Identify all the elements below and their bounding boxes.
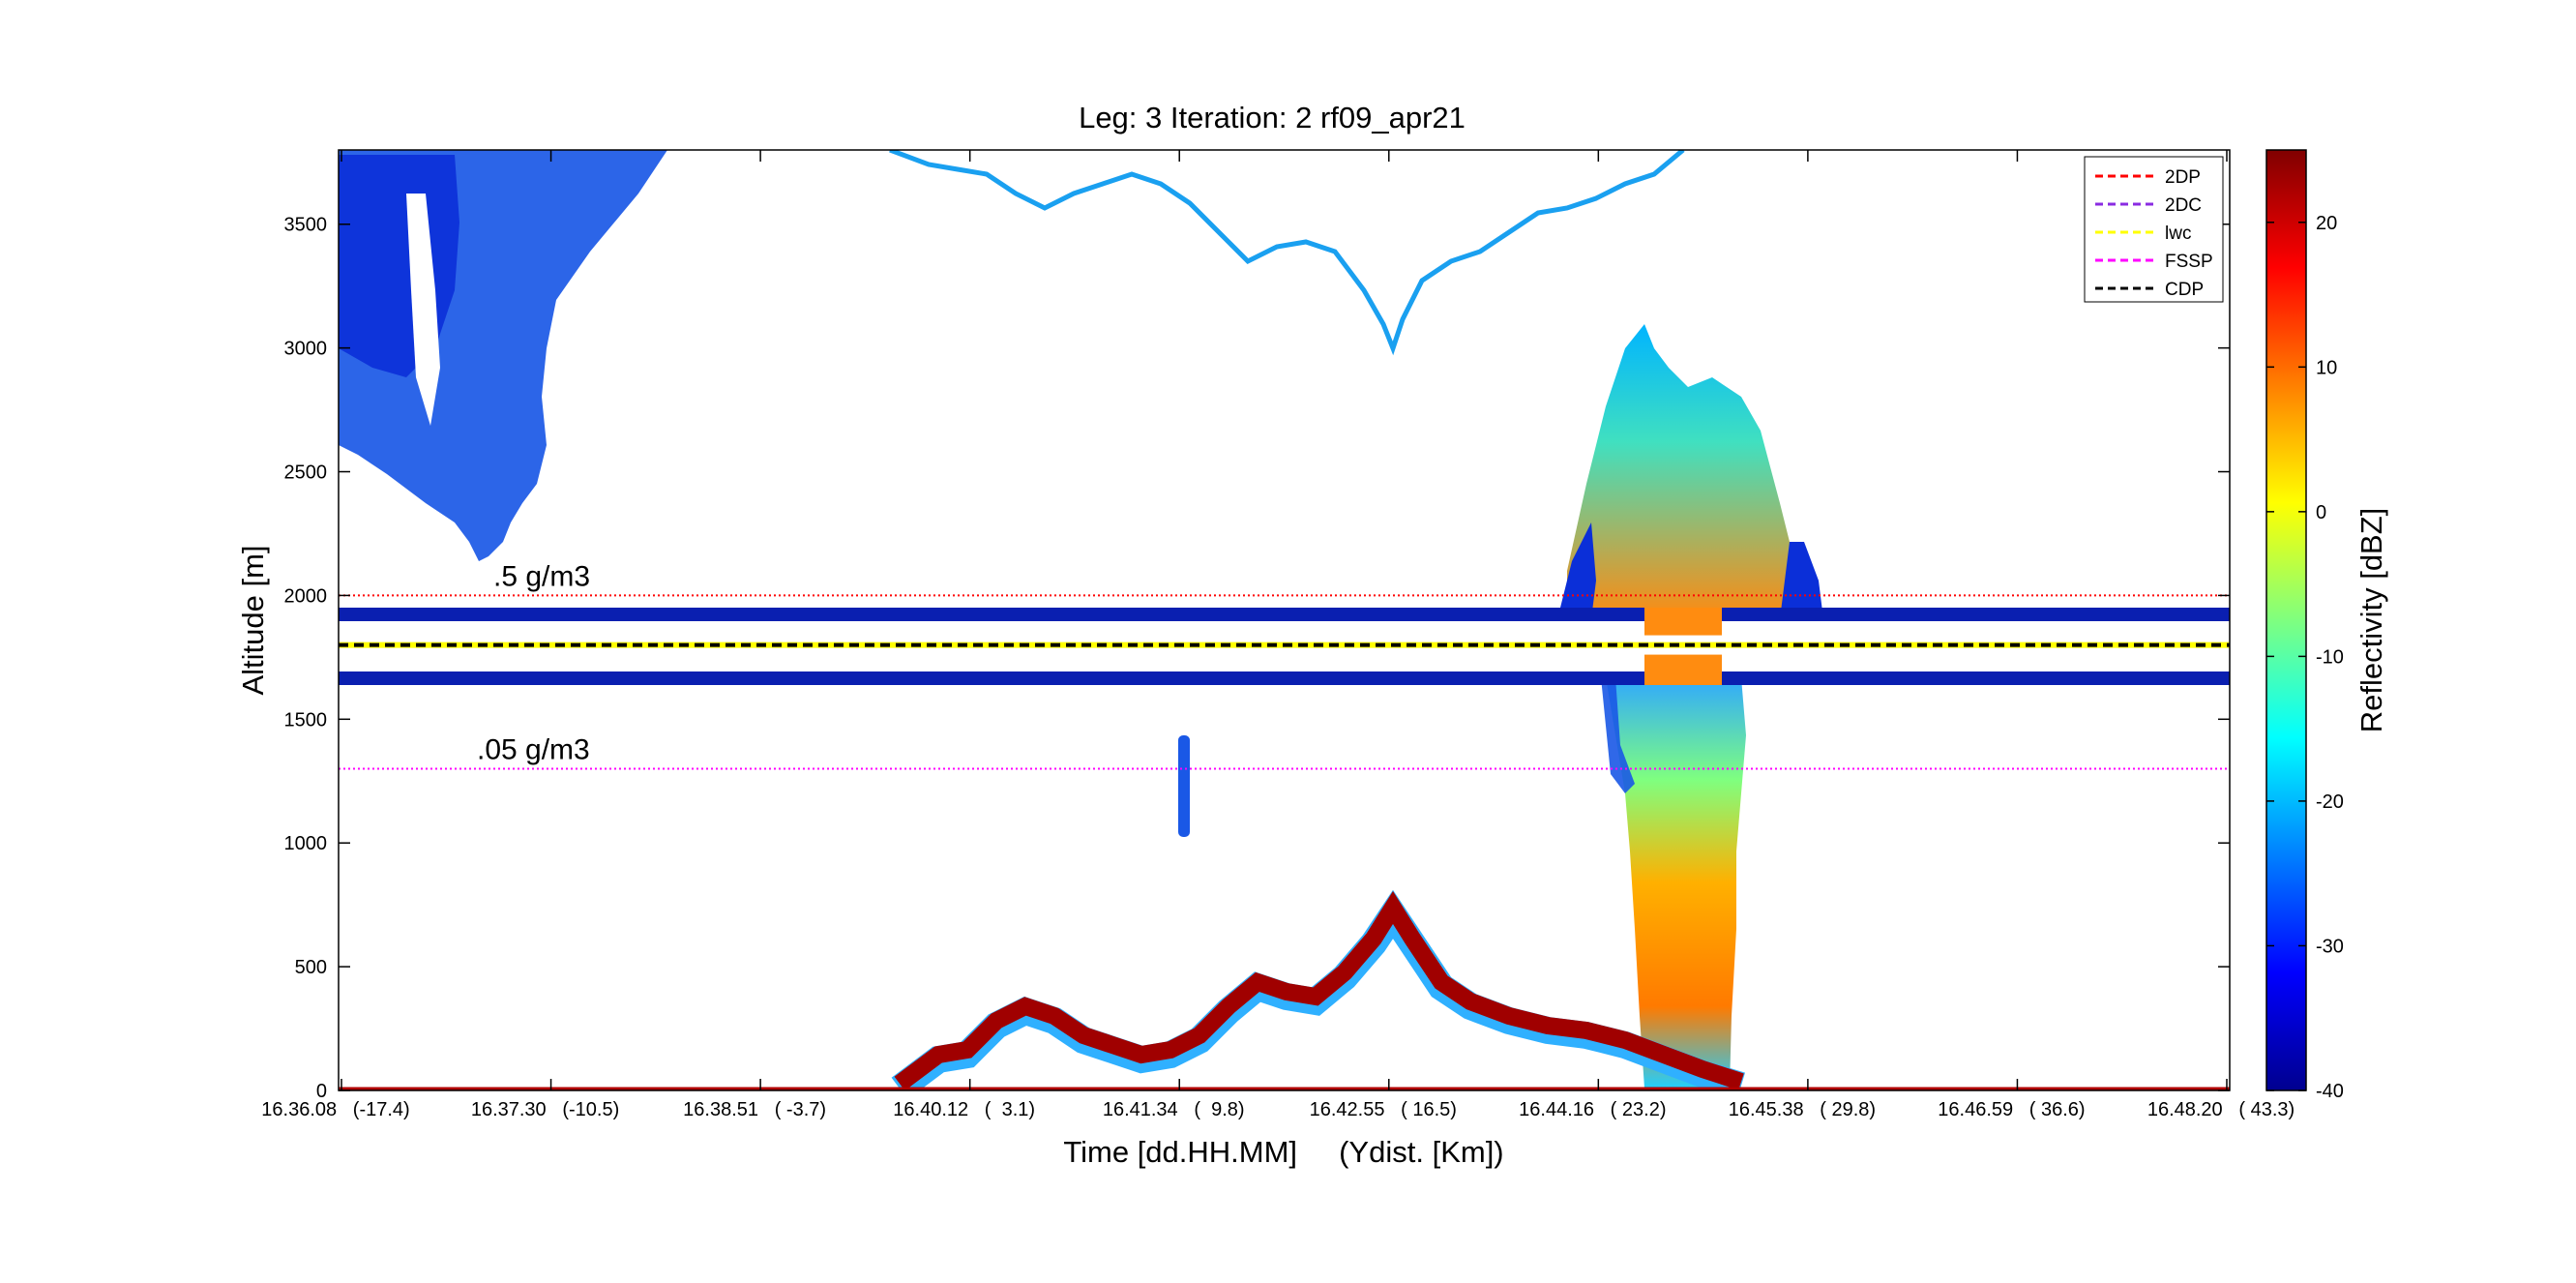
colorbar-tick-label: -30 xyxy=(2316,936,2344,957)
y-tick-label: 1500 xyxy=(284,709,328,731)
x-tick-label: 16.46.59 ( 36.6) xyxy=(1938,1099,2085,1120)
chart-title: Leg: 3 Iteration: 2 rf09_apr21 xyxy=(1079,101,1466,134)
colorbar-label: Reflectivity [dBZ] xyxy=(2354,508,2388,733)
upper-left-cloud-gap xyxy=(406,194,440,426)
reference-line-label: .5 g/m3 xyxy=(493,560,590,592)
convective-cloud-lower-edge xyxy=(1601,677,1635,793)
x-axis: 16.36.08 (-17.4) 16.37.30 (-10.5) 16.38.51… xyxy=(261,150,2295,1120)
plot-frame xyxy=(338,149,2231,1091)
radar-imagery xyxy=(339,150,2230,1090)
y-tick-label: 1000 xyxy=(284,833,328,854)
legend-label: CDP xyxy=(2165,280,2204,300)
x-tick-label: 16.44.16 ( 23.2) xyxy=(1519,1099,1666,1120)
reference-line-label: .05 g/m3 xyxy=(477,733,590,765)
y-tick-label: 3000 xyxy=(284,339,328,360)
y-axis-label: Altitude [m] xyxy=(236,545,270,695)
legend-box xyxy=(2084,156,2224,303)
y-tick-label: 2000 xyxy=(284,585,328,607)
small-echo xyxy=(1178,735,1190,837)
y-tick-label: 500 xyxy=(295,957,327,978)
terrain-return xyxy=(894,891,1744,1090)
legend-label: FSSP xyxy=(2165,252,2213,272)
legend-label: lwc xyxy=(2165,224,2191,244)
colorbar-tick-label: -10 xyxy=(2316,646,2344,668)
colorbar-tick-label: 10 xyxy=(2316,357,2337,378)
colorbar-tick-label: -40 xyxy=(2316,1081,2344,1102)
y-tick-label: 0 xyxy=(316,1081,327,1102)
x-axis-label: Time [dd.HH.MM] (Ydist. [Km]) xyxy=(1063,1135,1503,1169)
upper-echo-trace xyxy=(889,150,1685,356)
colorbar-ticks: -40 -30 -20 -10 0 10 20 xyxy=(2266,213,2344,1102)
y-tick-label: 3500 xyxy=(284,215,328,236)
x-tick-label: 16.36.08 (-17.4) xyxy=(261,1099,409,1120)
colorbar xyxy=(2265,149,2307,1091)
band-lower xyxy=(339,671,2230,685)
colorbar-tick-label: -20 xyxy=(2316,791,2344,813)
x-tick-label: 16.45.38 ( 29.8) xyxy=(1729,1099,1876,1120)
x-tick-label: 16.48.20 ( 43.3) xyxy=(2147,1099,2295,1120)
colorbar-tick-label: 0 xyxy=(2316,502,2326,523)
x-tick-label: 16.41.34 ( 9.8) xyxy=(1103,1099,1245,1120)
x-tick-label: 16.37.30 (-10.5) xyxy=(471,1099,619,1120)
legend-label: 2DC xyxy=(2165,195,2202,216)
band-upper xyxy=(339,608,2230,621)
y-tick-label: 2500 xyxy=(284,462,328,484)
x-tick-label: 16.40.12 ( 3.1) xyxy=(893,1099,1035,1120)
x-tick-label: 16.42.55 ( 16.5) xyxy=(1310,1099,1457,1120)
legend: 2DP 2DC lwc FSSP CDP xyxy=(2084,156,2224,303)
convective-cloud-upper xyxy=(1567,324,1809,619)
y-axis: 0 500 1000 1500 2000 2500 3000 3500 xyxy=(284,215,2230,1102)
colorbar-tick-label: 20 xyxy=(2316,213,2337,234)
flight-level-lines xyxy=(339,635,2230,655)
convective-cloud-lower xyxy=(1606,677,1746,1089)
reference-lines: .5 g/m3 .05 g/m3 xyxy=(339,560,2230,770)
x-tick-label: 16.38.51 ( -3.7) xyxy=(683,1099,826,1120)
legend-label: 2DP xyxy=(2165,167,2201,188)
